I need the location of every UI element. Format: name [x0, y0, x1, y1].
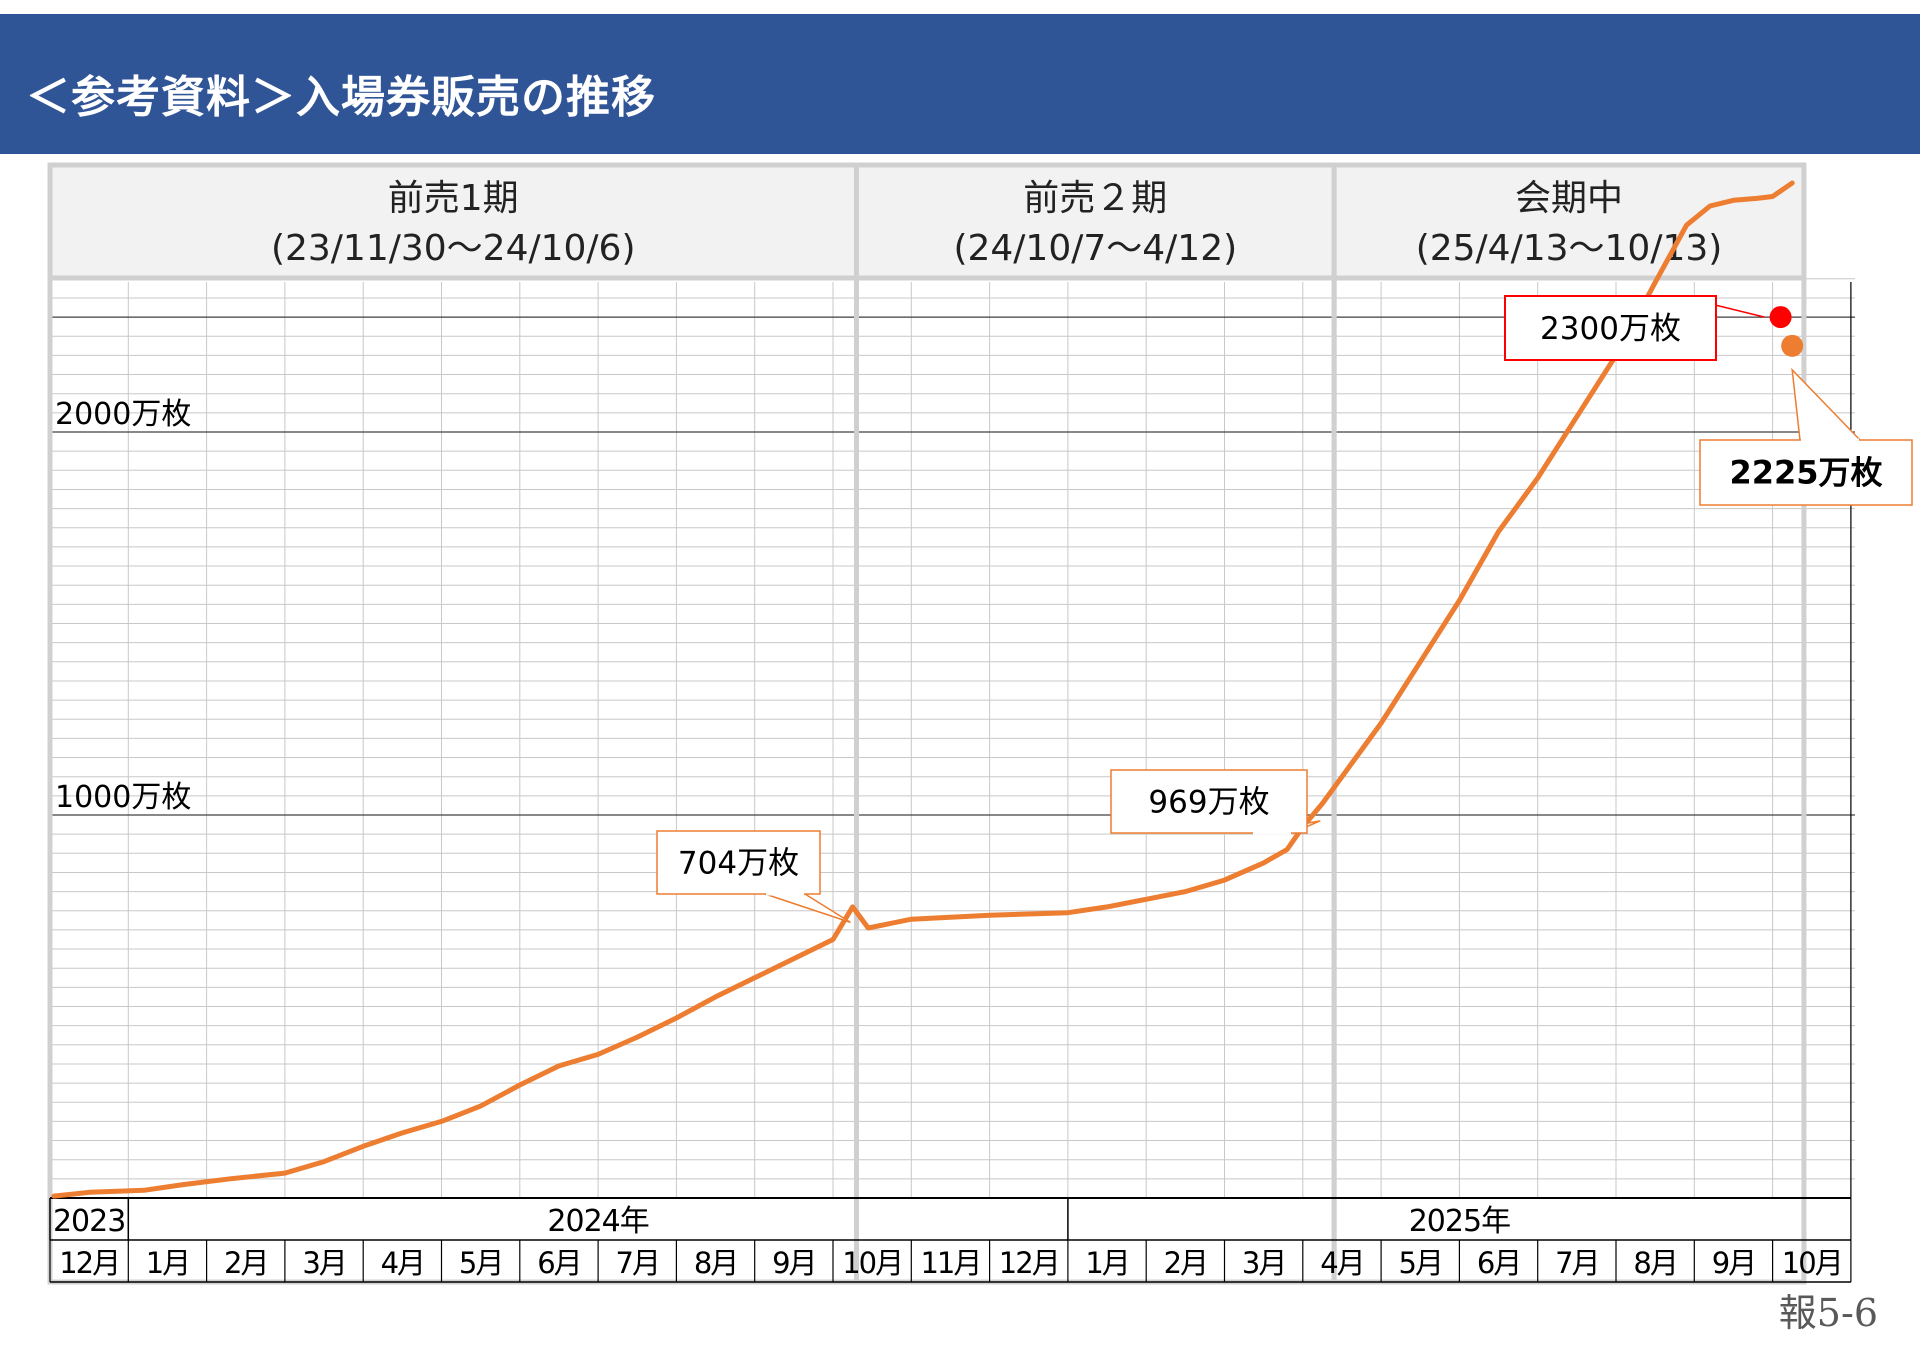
period-name: 前売２期 — [1023, 178, 1167, 219]
callout-box — [1110, 769, 1308, 834]
month-label: 3月 — [1242, 1246, 1285, 1280]
month-label: 1月 — [146, 1246, 189, 1280]
page-title: ＜参考資料＞入場券販売の推移 — [26, 72, 656, 123]
month-label: 10月 — [1782, 1246, 1842, 1280]
title-bar: ＜参考資料＞入場券販売の推移 — [0, 14, 1920, 154]
month-label: 2月 — [1164, 1246, 1207, 1280]
year-label: 2025年 — [1409, 1204, 1510, 1239]
callout-label: 704万枚 — [678, 846, 799, 882]
month-label: 9月 — [1712, 1246, 1755, 1280]
target-callout-label: 2300万枚 — [1540, 311, 1681, 347]
period-header-box — [1331, 162, 1807, 281]
month-label: 7月 — [1555, 1246, 1598, 1280]
callout-label: 969万枚 — [1148, 785, 1269, 821]
target-connector — [1710, 303, 1765, 318]
month-label: 8月 — [1633, 1246, 1676, 1280]
y-tick-label: 2000万枚 — [55, 397, 191, 432]
month-label: 7月 — [616, 1246, 659, 1280]
month-label: 1月 — [1085, 1246, 1128, 1280]
month-label: 4月 — [1320, 1246, 1363, 1280]
callout-box — [656, 830, 821, 895]
year-label: 2023 — [53, 1204, 125, 1239]
callout-tail — [764, 893, 851, 924]
month-label: 5月 — [459, 1246, 502, 1280]
month-label: 12月 — [999, 1246, 1059, 1280]
period-name: 前売1期 — [388, 178, 519, 219]
page-number: 報5-6 — [1778, 1291, 1878, 1335]
month-label: 12月 — [59, 1246, 119, 1280]
target-callout-box — [1504, 295, 1717, 361]
target-marker — [1769, 306, 1792, 329]
minor-gridlines — [50, 278, 1855, 1198]
sales-series-line — [51, 180, 1795, 1199]
month-label: 5月 — [1399, 1246, 1442, 1280]
callout-box — [1699, 439, 1913, 506]
period-range: (24/10/7～4/12) — [953, 228, 1237, 269]
month-label: 9月 — [772, 1246, 815, 1280]
month-label: 6月 — [537, 1246, 580, 1280]
callout-tail — [1791, 367, 1861, 441]
period-header-box — [47, 162, 859, 281]
month-label: 6月 — [1477, 1246, 1520, 1280]
period-range: (23/11/30～24/10/6) — [271, 228, 636, 269]
month-label: 8月 — [694, 1246, 737, 1280]
y-tick-label: 1000万枚 — [55, 780, 191, 815]
year-label: 2024年 — [547, 1204, 648, 1239]
month-label: 4月 — [381, 1246, 424, 1280]
month-label: 3月 — [302, 1246, 345, 1280]
month-label: 10月 — [842, 1246, 902, 1280]
period-name: 会期中 — [1515, 178, 1623, 219]
latest-marker — [1781, 334, 1804, 357]
header-notch — [1530, 0, 1724, 14]
month-label: 11月 — [920, 1246, 980, 1280]
month-label: 2月 — [224, 1246, 267, 1280]
callout-label: 2225万枚 — [1729, 454, 1882, 492]
